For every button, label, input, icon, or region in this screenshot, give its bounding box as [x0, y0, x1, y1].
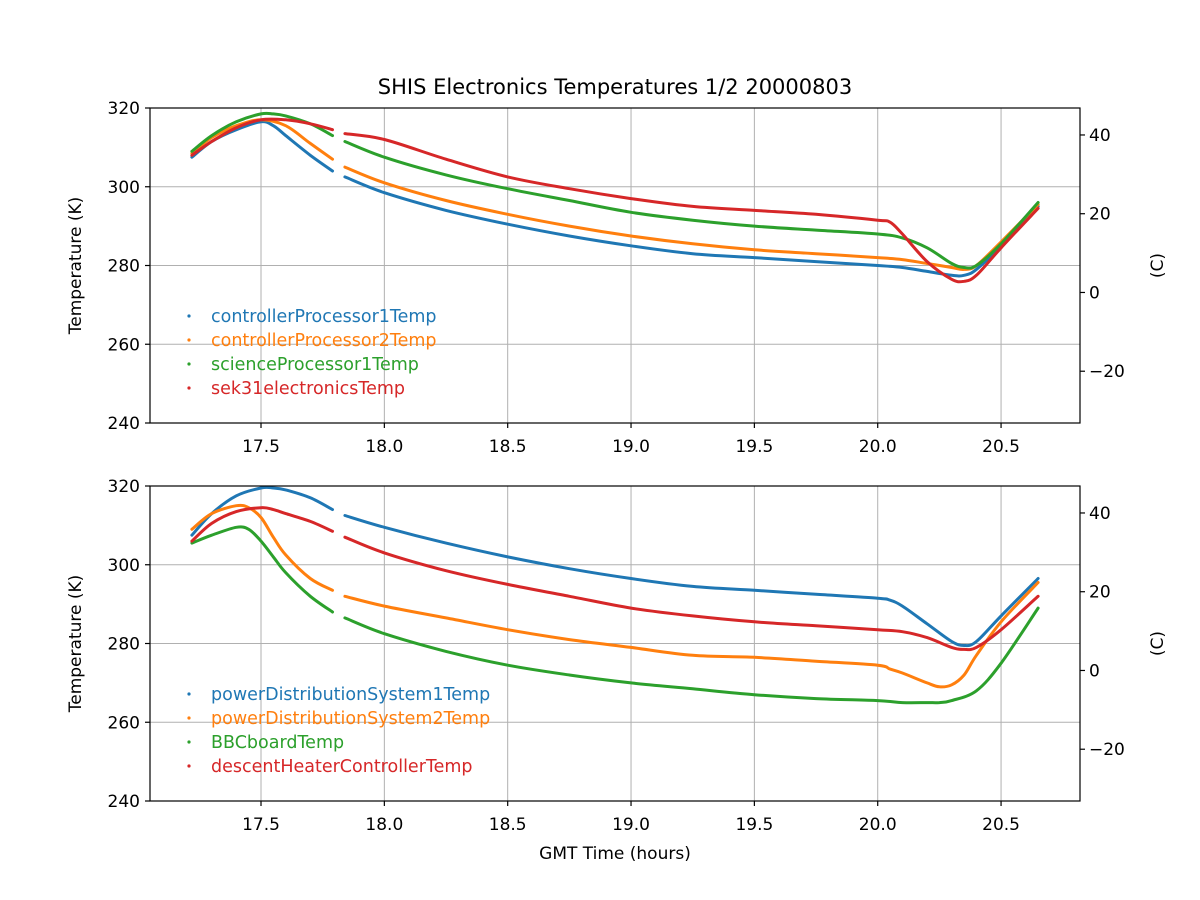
top-x-tick-label: 19.0 [612, 437, 650, 457]
bottom-legend: powerDistributionSystem1Temp powerDistrib… [187, 685, 490, 777]
bottom-x-tick-label: 17.5 [242, 815, 280, 835]
bottom-series-group [190, 486, 1040, 705]
bottom-x-tick-label: 20.0 [859, 815, 897, 835]
series-powerDistributionSystem2Temp [190, 503, 334, 592]
top-panel: 17.5 18.0 18.5 19.0 19.5 20.0 20.5 240 260 280 300… [66, 99, 1168, 457]
series-descentHeaterControllerTemp [343, 535, 1040, 652]
figure-title: SHIS Electronics Temperatures 1/2 200008… [378, 75, 852, 99]
top-legend: controllerProcessor1Temp controllerProces… [187, 307, 437, 399]
bottom-right-y-axis-label: (C) [1148, 631, 1168, 656]
series-controllerProcessor1Temp [190, 120, 334, 173]
bottom-panel: 17.5 18.0 18.5 19.0 19.5 20.0 20.5 240 260 280 300… [66, 477, 1168, 835]
top-y-tick-label: 280 [108, 257, 140, 277]
legend-marker-BBCboardTemp [187, 740, 191, 744]
legend-label-sek31electronicsTemp: sek31electronicsTemp [211, 379, 405, 399]
bottom-x-tick-label: 18.0 [365, 815, 403, 835]
series-descentHeaterControllerTemp [190, 506, 334, 543]
legend-label-BBCboardTemp: BBCboardTemp [211, 733, 344, 753]
bottom-right-y-tick-label: 40 [1089, 504, 1111, 524]
top-x-tick-label: 20.0 [859, 437, 897, 457]
bottom-y-tick-label: 240 [108, 792, 140, 812]
top-x-tick-label: 20.5 [982, 437, 1020, 457]
top-right-y-tick-label: −20 [1089, 362, 1125, 382]
series-sek31electronicsTemp [343, 132, 1040, 284]
bottom-y-tick-label: 320 [108, 477, 140, 497]
series-scienceProcessor1Temp [343, 140, 1040, 270]
legend-marker-powerDistributionSystem1Temp [187, 692, 191, 696]
series-powerDistributionSystem2Temp [343, 581, 1040, 689]
legend-label-controllerProcessor1Temp: controllerProcessor1Temp [211, 307, 437, 327]
bottom-right-y-tick-label: 20 [1089, 583, 1111, 603]
top-right-y-tick-label: 40 [1089, 126, 1111, 146]
series-BBCboardTemp [343, 606, 1040, 705]
bottom-x-tick-label: 19.5 [735, 815, 773, 835]
legend-marker-scienceProcessor1Temp [187, 362, 191, 366]
top-x-tick-label: 18.0 [365, 437, 403, 457]
x-axis-label: GMT Time (hours) [539, 844, 691, 864]
legend-marker-controllerProcessor1Temp [187, 314, 191, 318]
bottom-y-tick-label: 300 [108, 556, 140, 576]
series-BBCboardTemp [190, 525, 334, 614]
legend-marker-sek31electronicsTemp [187, 386, 191, 390]
legend-marker-controllerProcessor2Temp [187, 338, 191, 342]
top-right-y-axis-label: (C) [1148, 253, 1168, 278]
top-y-tick-label: 300 [108, 178, 140, 198]
legend-label-controllerProcessor2Temp: controllerProcessor2Temp [211, 331, 437, 351]
top-x-tick-label: 17.5 [242, 437, 280, 457]
bottom-x-tick-label: 19.0 [612, 815, 650, 835]
legend-marker-descentHeaterControllerTemp [187, 764, 191, 768]
top-x-tick-label: 19.5 [735, 437, 773, 457]
top-y-axis-label: Temperature (K) [66, 197, 86, 336]
bottom-x-tick-label: 20.5 [982, 815, 1020, 835]
legend-marker-powerDistributionSystem2Temp [187, 716, 191, 720]
top-y-tick-label: 320 [108, 99, 140, 119]
top-y-tick-label: 240 [108, 414, 140, 434]
legend-label-powerDistributionSystem1Temp: powerDistributionSystem1Temp [211, 685, 490, 705]
legend-label-descentHeaterControllerTemp: descentHeaterControllerTemp [211, 757, 473, 777]
top-x-tick-label: 18.5 [489, 437, 527, 457]
legend-label-powerDistributionSystem2Temp: powerDistributionSystem2Temp [211, 709, 490, 729]
bottom-right-y-tick-label: 0 [1089, 661, 1100, 681]
bottom-y-axis-label: Temperature (K) [66, 575, 86, 714]
bottom-y-tick-label: 280 [108, 635, 140, 655]
top-y-tick-label: 260 [108, 335, 140, 355]
series-sek31electronicsTemp [190, 117, 334, 157]
bottom-right-y-tick-label: −20 [1089, 740, 1125, 760]
bottom-x-tick-label: 18.5 [489, 815, 527, 835]
series-powerDistributionSystem1Temp [343, 514, 1040, 648]
top-right-y-tick-label: 20 [1089, 205, 1111, 225]
series-controllerProcessor1Temp [343, 175, 1040, 278]
top-right-y-tick-label: 0 [1089, 283, 1100, 303]
legend-label-scienceProcessor1Temp: scienceProcessor1Temp [211, 355, 419, 375]
bottom-y-tick-label: 260 [108, 713, 140, 733]
top-series-group [190, 111, 1040, 284]
